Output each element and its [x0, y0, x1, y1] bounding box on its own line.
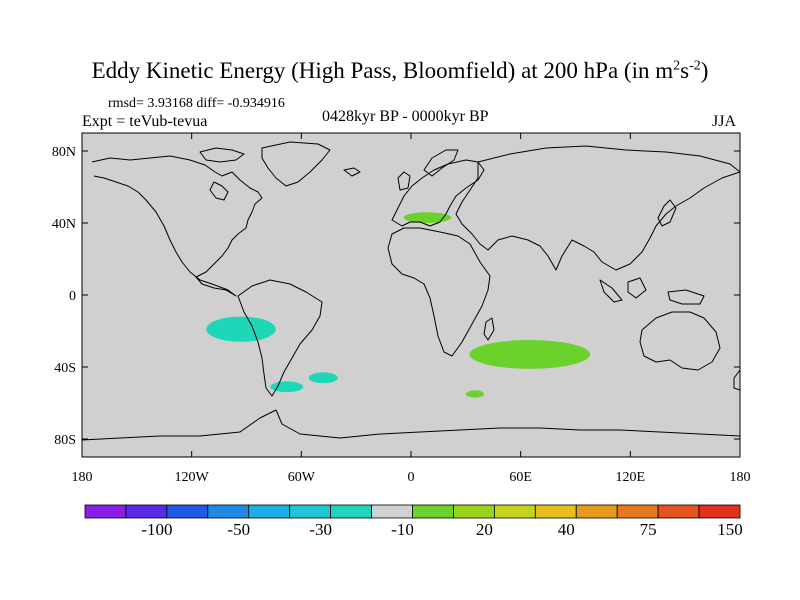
colorbar-label: -50	[227, 520, 250, 539]
colorbar-swatch	[412, 504, 454, 519]
coastline-new-zealand	[733, 369, 740, 391]
title-text-end: )	[700, 58, 709, 83]
coastline-arctic-islands	[199, 147, 245, 163]
coastline-asia	[455, 145, 740, 271]
coastline-iceland	[343, 167, 361, 177]
x-tick-label: 180	[72, 470, 93, 485]
colorbar-swatch	[166, 504, 209, 519]
x-tick-label: 120W	[175, 470, 210, 485]
colorbar: -100 -50 -30 -10 20 40 75 150	[84, 504, 743, 539]
experiment-label: Expt = teVub-tevua	[82, 113, 208, 130]
coastline-europe	[391, 159, 485, 227]
coastline-japan	[657, 199, 677, 227]
coastline-hudson-bay	[209, 181, 229, 201]
map-axes: 180 120W 60W 0 60E 120E 180 80N 40N 0 40S 80S	[52, 133, 751, 485]
colorbar-swatch	[125, 504, 168, 519]
colorbar-swatch	[493, 504, 536, 519]
colorbar-swatch	[289, 504, 332, 519]
x-tick-label: 120E	[616, 470, 646, 485]
coastline-greenland	[261, 141, 331, 187]
anomaly-region-south-indian-ocean	[469, 340, 591, 369]
anomaly-region-south-east-pacific	[206, 316, 276, 342]
coastline-australia	[639, 311, 721, 371]
anomaly-region-south-of-africa	[465, 390, 485, 398]
anomaly-region-mediterranean	[403, 212, 452, 224]
colorbar-swatch	[534, 504, 577, 519]
anomaly-region-south-atlantic	[308, 372, 338, 384]
x-tick-label: 60E	[509, 470, 532, 485]
coastline-new-guinea	[667, 289, 705, 305]
colorbar-swatch	[330, 504, 372, 519]
colorbar-swatch	[248, 504, 291, 519]
anomaly-regions	[206, 212, 591, 398]
colorbar-swatch	[657, 504, 700, 519]
colorbar-swatch	[698, 504, 741, 519]
map-background	[82, 133, 740, 457]
colorbar-label: 40	[558, 520, 575, 539]
title-sup-2: -2	[689, 58, 701, 74]
colorbar-label: 75	[640, 520, 657, 539]
colorbar-swatch	[575, 504, 618, 519]
coastline-sumatra	[599, 279, 623, 303]
colorbar-swatch	[616, 504, 659, 519]
coastline-madagascar	[483, 317, 495, 341]
colorbar-label: 150	[717, 520, 743, 539]
x-tick-label: 60W	[288, 470, 316, 485]
y-tick-label: 80S	[54, 433, 76, 448]
colorbar-label: 20	[476, 520, 493, 539]
title-text: Eddy Kinetic Energy (High Pass, Bloomfie…	[91, 58, 674, 83]
coastline-britain	[397, 171, 411, 191]
coastline-south-america	[237, 279, 323, 397]
period-label: 0428kyr BP - 0000kyr BP	[322, 108, 489, 125]
colorbar-swatch	[84, 504, 127, 519]
colorbar-swatch	[371, 504, 413, 519]
colorbar-swatch	[453, 504, 495, 519]
colorbar-label: -30	[309, 520, 332, 539]
season-label: JJA	[712, 113, 737, 130]
y-tick-label: 40S	[54, 361, 76, 376]
coastline-borneo	[627, 277, 647, 299]
title-sup-1: 2	[673, 58, 681, 74]
map-title: Eddy Kinetic Energy (High Pass, Bloomfie…	[0, 58, 800, 84]
title-text-mid: s	[680, 58, 690, 83]
coastline-north-america	[91, 155, 263, 297]
y-tick-label: 40N	[52, 217, 76, 232]
coastline-antarctica	[82, 409, 740, 441]
x-tick-label: 180	[730, 470, 751, 485]
y-tick-label: 0	[69, 289, 76, 304]
coastline-scandinavia	[423, 149, 459, 177]
coastlines	[82, 141, 740, 441]
colorbar-label: -10	[391, 520, 414, 539]
colorbar-swatch	[207, 504, 250, 519]
colorbar-label: -100	[141, 520, 172, 539]
coastline-africa	[387, 227, 491, 357]
rmsd-stats: rmsd= 3.93168 diff= -0.934916	[108, 96, 285, 111]
x-tick-label: 0	[408, 470, 415, 485]
y-tick-label: 80N	[52, 145, 76, 160]
